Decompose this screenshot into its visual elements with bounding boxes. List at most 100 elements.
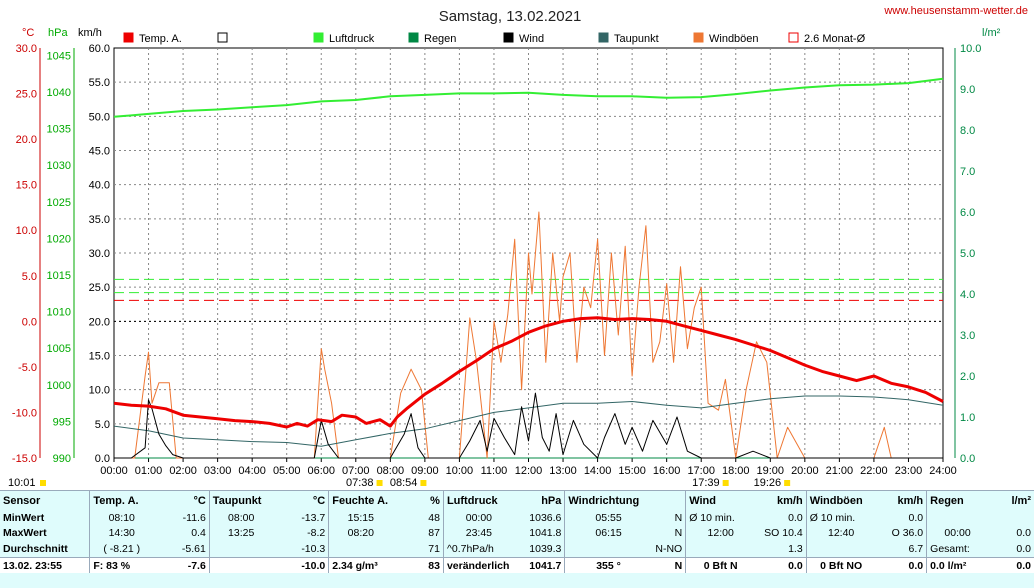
current-timestamp: 13.02. 23:55 [0, 556, 90, 574]
x-tick-label-16: 16:00 [653, 465, 681, 477]
cell: 05:55 [564, 510, 652, 526]
chart-svg: Samstag, 13.02.2021 Temp. A. Luftdruck Rege… [8, 8, 1001, 489]
x-tick-label-9: 09:00 [411, 465, 439, 477]
cell: Gesamt: [926, 541, 988, 558]
sun-marker-2 [420, 480, 427, 486]
series-line-wind [114, 392, 943, 459]
x-tick-label-4: 04:00 [238, 465, 266, 477]
header-pressure: Luftdruck [442, 491, 514, 510]
pressure-tick-10: 995 [53, 416, 71, 428]
cell [208, 541, 273, 558]
cell: 12:40 [805, 525, 876, 542]
cell: -13.7 [301, 511, 326, 524]
cell: 08:10 [89, 510, 154, 526]
cell [988, 510, 1034, 526]
cell: 0.0 [987, 556, 1034, 574]
cell: 00:00 [442, 510, 514, 526]
temp-tick-6: 0.0 [22, 316, 37, 328]
rain-tick-0: 10.0 [960, 43, 981, 55]
x-tick-label-17: 17:00 [687, 465, 715, 477]
site-link[interactable]: www.heusenstamm-wetter.de [884, 5, 1028, 17]
sun-event-label-2: 08:54 [390, 477, 418, 489]
legend-label-3: Regen [424, 33, 456, 45]
cell: N [651, 556, 686, 574]
header-gusts: Windböen [805, 491, 876, 510]
cell: 15:15 [328, 510, 393, 526]
cell: 06:15 [564, 525, 652, 542]
rain-unit-label: l/m² [982, 27, 1001, 39]
sun-marker-3 [722, 480, 729, 486]
summary-row-min: MinWert 08:10 -11.6 08:00 -13.7 15:15 48… [0, 510, 1034, 526]
series-line-tempa [113, 316, 944, 429]
cell: 0 Bft NO [805, 556, 876, 574]
cell: N [674, 527, 683, 540]
cell: 1039.3 [529, 542, 562, 555]
rain-tick-8: 2.0 [960, 371, 975, 383]
cell: -8.2 [307, 527, 326, 540]
legend-swatch-3 [408, 32, 419, 43]
legend-swatch-7 [788, 32, 799, 43]
cell: -10.3 [301, 542, 326, 555]
pressure-tick-8: 1005 [47, 343, 71, 355]
temp-tick-5: 5.0 [22, 271, 37, 283]
header-wind-direction: Windrichtung [564, 491, 686, 510]
temp-tick-3: 15.0 [16, 180, 37, 192]
pressure-tick-5: 1020 [47, 233, 71, 245]
rain-tick-5: 5.0 [960, 248, 975, 260]
x-tick-label-20: 20:00 [791, 465, 819, 477]
x-tick-label-8: 08:00 [377, 465, 405, 477]
rain-tick-6: 4.0 [960, 289, 975, 301]
cell: Ø 10 min. [685, 510, 756, 526]
wind-tick-3: 45.0 [89, 146, 110, 158]
summary-row-current: 13.02. 23:55 F: 83 % -7.6 -10.0 2.34 g/m… [0, 556, 1034, 574]
legend-label-0: Temp. A. [139, 33, 182, 45]
cell: ^0.7hPa/h [442, 541, 514, 558]
legend-swatch-1 [217, 32, 228, 43]
header-pressure-unit: hPa [541, 494, 562, 507]
legend-label-7: 2.6 Monat-Ø [804, 33, 866, 45]
cell [208, 556, 273, 574]
pressure-tick-11: 990 [53, 453, 71, 465]
legend-label-4: Wind [519, 33, 544, 45]
summary-table-panel: Sensor Temp. A. °C Taupunkt °C Feuchte A… [0, 490, 1034, 588]
series-line-luftdruck [113, 77, 944, 118]
cell: 00:00 [926, 525, 988, 542]
row-label: Durchschnitt [3, 542, 68, 555]
legend-swatch-4 [503, 32, 514, 43]
x-tick-label-0: 00:00 [100, 465, 128, 477]
cell: 08:00 [208, 510, 273, 526]
cell: F: 83 % [89, 556, 154, 574]
pressure-tick-6: 1015 [47, 270, 71, 282]
cell: 0.0 [875, 556, 927, 574]
x-tick-label-14: 14:00 [584, 465, 612, 477]
temp-tick-9: -15.0 [12, 453, 37, 465]
cell: ( -8.21 ) [89, 541, 154, 558]
header-rain-unit: l/m² [1011, 494, 1031, 507]
temp-tick-7: -5.0 [18, 362, 37, 374]
sun-marker-1 [376, 480, 383, 486]
wind-tick-11: 5.0 [95, 419, 110, 431]
cell: -10.0 [272, 556, 329, 574]
wind-tick-9: 15.0 [89, 351, 110, 363]
cell: 1041.7 [513, 556, 565, 574]
wind-tick-5: 35.0 [89, 214, 110, 226]
cell: SO 10.4 [764, 527, 803, 540]
rain-tick-4: 6.0 [960, 207, 975, 219]
cell [685, 541, 756, 558]
wind-tick-12: 0.0 [95, 453, 110, 465]
cell: 1041.8 [529, 527, 562, 540]
x-tick-label-3: 03:00 [204, 465, 232, 477]
x-tick-label-12: 12:00 [515, 465, 543, 477]
rain-tick-7: 3.0 [960, 330, 975, 342]
wind-tick-0: 60.0 [89, 43, 110, 55]
temp-tick-4: 10.0 [16, 225, 37, 237]
cell: 71 [428, 542, 440, 555]
sun-marker-0 [40, 480, 46, 486]
sun-event-label-0: 10:01 [8, 477, 36, 489]
cell: O 36.0 [891, 527, 924, 540]
series-line-taupunkt [113, 395, 944, 447]
legend-label-2: Luftdruck [329, 33, 375, 45]
pressure-tick-4: 1025 [47, 197, 71, 209]
x-tick-label-13: 13:00 [549, 465, 577, 477]
wind-tick-8: 20.0 [89, 316, 110, 328]
